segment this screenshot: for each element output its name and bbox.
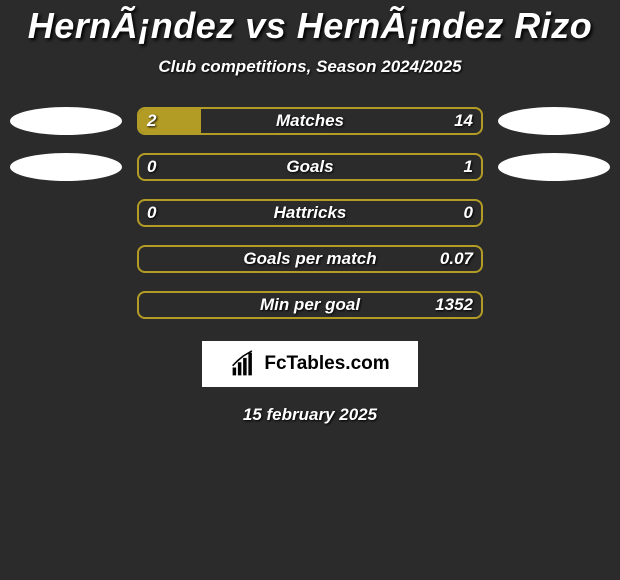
stat-bar: 0Hattricks0: [137, 199, 483, 227]
spacer: [498, 199, 610, 227]
stat-row: Goals per match0.07: [0, 245, 620, 273]
subtitle: Club competitions, Season 2024/2025: [0, 57, 620, 77]
logo-text: FcTables.com: [264, 353, 389, 375]
comparison-card: HernÃ¡ndez vs HernÃ¡ndez Rizo Club compe…: [0, 0, 620, 425]
stat-label: Hattricks: [139, 201, 481, 225]
stat-right-value: 14: [454, 109, 473, 133]
player-right-marker: [498, 153, 610, 181]
date-label: 15 february 2025: [0, 405, 620, 425]
stat-bar: Min per goal1352: [137, 291, 483, 319]
fctables-logo[interactable]: FcTables.com: [202, 341, 418, 387]
stat-right-value: 1352: [435, 293, 473, 317]
stats-rows: 2Matches140Goals10Hattricks0Goals per ma…: [0, 107, 620, 319]
spacer: [498, 245, 610, 273]
stat-row: 0Goals1: [0, 153, 620, 181]
stat-label: Goals per match: [139, 247, 481, 271]
stat-row: 2Matches14: [0, 107, 620, 135]
spacer: [10, 291, 122, 319]
stat-label: Min per goal: [139, 293, 481, 317]
spacer: [10, 245, 122, 273]
stat-label: Goals: [139, 155, 481, 179]
player-left-marker: [10, 107, 122, 135]
spacer: [498, 291, 610, 319]
stat-right-value: 0.07: [440, 247, 473, 271]
stat-bar: 0Goals1: [137, 153, 483, 181]
stat-right-value: 0: [464, 201, 473, 225]
player-right-marker: [498, 107, 610, 135]
stat-bar: Goals per match0.07: [137, 245, 483, 273]
chart-bars-icon: [230, 350, 258, 378]
page-title: HernÃ¡ndez vs HernÃ¡ndez Rizo: [0, 5, 620, 47]
stat-label: Matches: [139, 109, 481, 133]
stat-right-value: 1: [464, 155, 473, 179]
stat-row: Min per goal1352: [0, 291, 620, 319]
player-left-marker: [10, 153, 122, 181]
stat-row: 0Hattricks0: [0, 199, 620, 227]
spacer: [10, 199, 122, 227]
stat-bar: 2Matches14: [137, 107, 483, 135]
